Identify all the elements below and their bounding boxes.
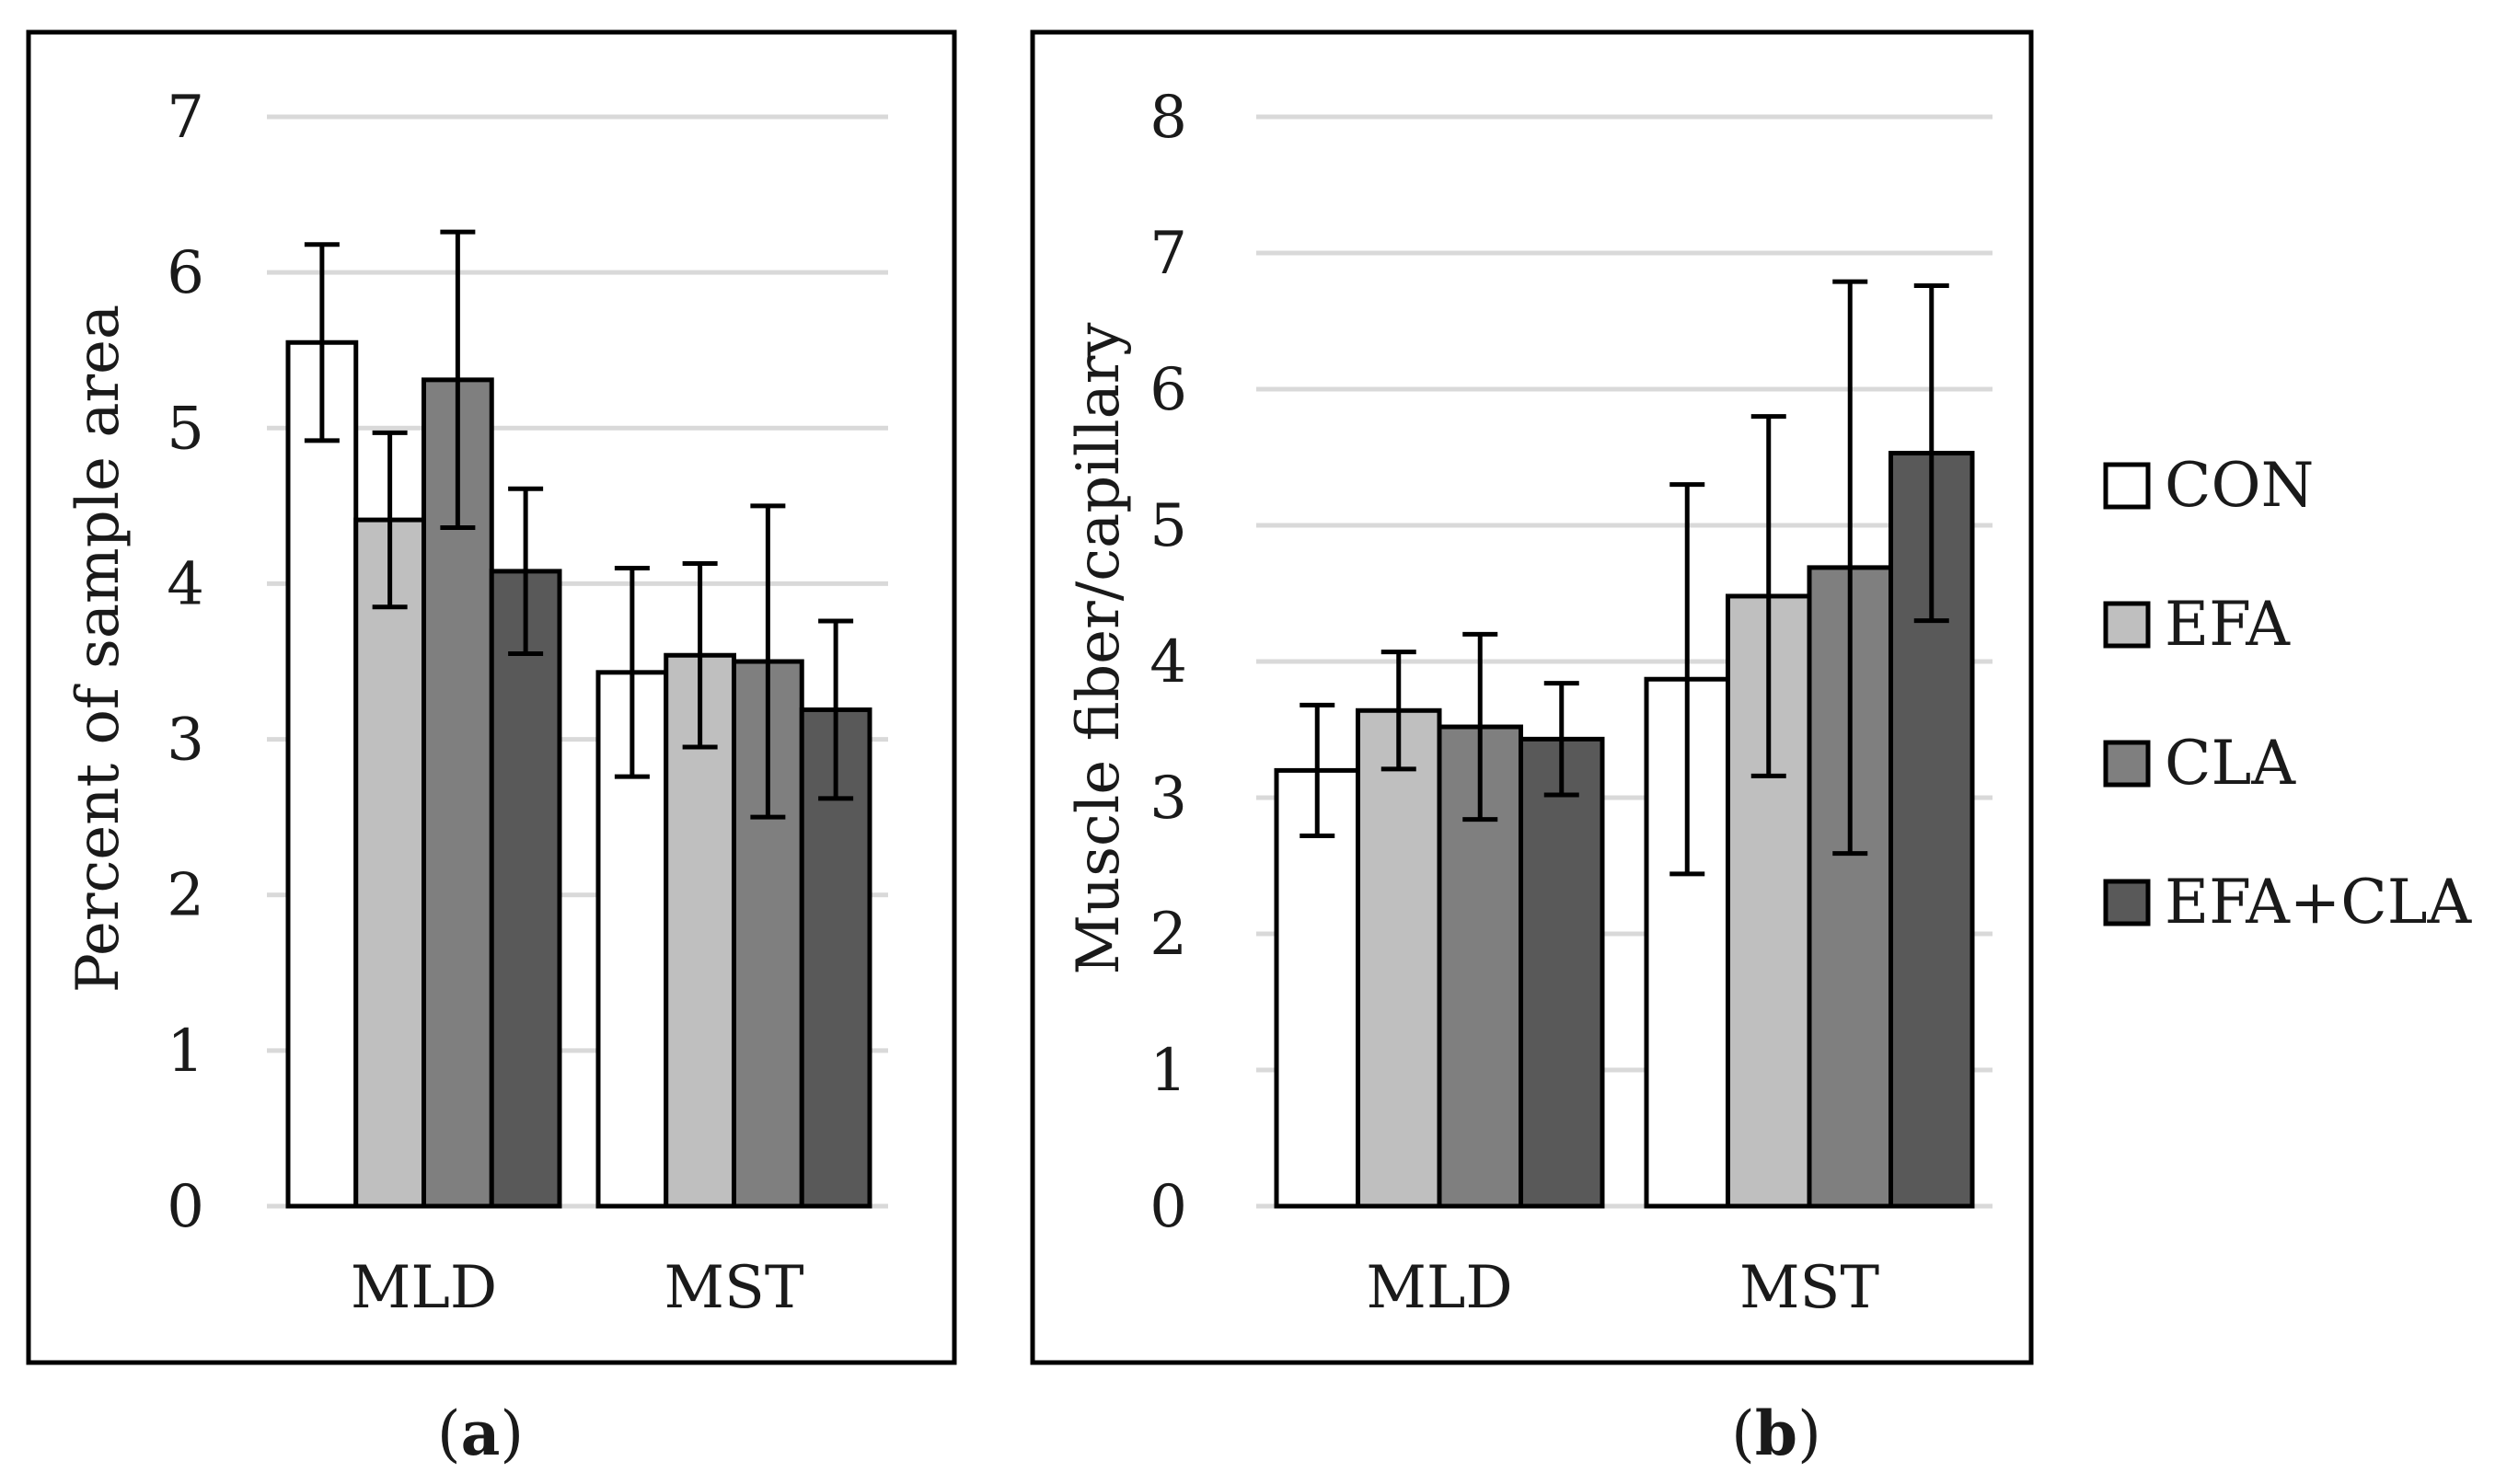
chart-a: 0 1 2 3 4 5 6 7 MLD MST: [167, 84, 888, 1322]
errorbar-a-mst-cla: [750, 503, 786, 820]
errorbar-a-mld-cla: [440, 229, 476, 531]
errorbar-a-mst-con: [614, 566, 650, 779]
ytick-label-b-8: 8: [1149, 84, 1187, 152]
ytick-label-b-4: 4: [1149, 628, 1187, 696]
bar-a-mld-efa: [353, 517, 426, 1209]
legend-swatch-con: [2103, 462, 2151, 510]
ytick-label-a-4: 4: [167, 550, 204, 618]
errorbar-a-mld-efa: [372, 430, 408, 610]
panel-a-frame: [26, 29, 957, 1365]
ytick-label-b-5: 5: [1149, 492, 1187, 560]
bar-a-mld-efa-cla: [489, 569, 562, 1209]
ytick-label-b-0: 0: [1149, 1173, 1187, 1241]
chart-b-ylabel: Muscle fiber/capillary: [1065, 322, 1133, 974]
bar-b-mld-efa: [1356, 707, 1442, 1209]
xtick-label-b-mst: MST: [1739, 1254, 1879, 1322]
bar-b-mld-efa-cla: [1519, 736, 1605, 1209]
legend: CON EFA CLA EFA+CLA: [2103, 450, 2473, 938]
ytick-label-b-6: 6: [1149, 356, 1187, 424]
ytick-label-a-6: 6: [167, 239, 204, 307]
errorbar-b-mst-cla: [1832, 279, 1868, 857]
errorbar-a-mld-efa-cla: [508, 486, 544, 657]
panel-label-a: (a): [437, 1398, 524, 1469]
chart-a-ylabel: Percent of sample area: [64, 305, 133, 993]
ytick-label-a-7: 7: [167, 84, 204, 152]
errorbar-b-mld-efa: [1380, 650, 1416, 772]
xtick-label-a-mld: MLD: [351, 1254, 497, 1322]
ytick-label-a-1: 1: [167, 1018, 204, 1086]
ytick-label-a-5: 5: [167, 395, 204, 463]
legend-swatch-efa: [2103, 601, 2151, 649]
legend-label-efa-cla: EFA+CLA: [2165, 867, 2473, 938]
legend-swatch-efa-cla: [2103, 879, 2151, 926]
errorbar-a-mst-efa-cla: [818, 618, 854, 801]
errorbar-b-mld-cla: [1462, 631, 1498, 823]
chart-b: 0 1 2 3 4 5 6 7 8 MLD MST: [1149, 84, 1993, 1322]
legend-label-con: CON: [2165, 450, 2314, 521]
ytick-label-a-2: 2: [167, 862, 204, 930]
panel-label-b: (b): [1731, 1398, 1821, 1469]
panel-b-frame: [1030, 29, 2034, 1365]
ytick-label-a-3: 3: [167, 707, 204, 775]
errorbar-b-mld-efa-cla: [1543, 681, 1579, 798]
bar-a-mld-con: [285, 339, 359, 1209]
ytick-label-b-1: 1: [1149, 1037, 1187, 1105]
errorbar-a-mst-efa: [682, 560, 718, 750]
legend-swatch-cla: [2103, 740, 2151, 788]
errorbar-a-mld-con: [304, 242, 340, 443]
ytick-label-b-3: 3: [1149, 765, 1187, 833]
ytick-label-b-2: 2: [1149, 901, 1187, 969]
ytick-label-a-0: 0: [167, 1173, 204, 1241]
legend-label-cla: CLA: [2165, 728, 2296, 799]
errorbar-b-mld-con: [1299, 702, 1335, 838]
xtick-label-a-mst: MST: [664, 1254, 803, 1322]
xtick-label-b-mld: MLD: [1366, 1254, 1512, 1322]
errorbar-b-mst-efa-cla: [1913, 283, 1949, 624]
errorbar-b-mst-efa: [1750, 414, 1786, 778]
legend-label-efa: EFA: [2165, 589, 2291, 660]
errorbar-b-mst-con: [1669, 482, 1705, 877]
ytick-label-b-7: 7: [1149, 220, 1187, 288]
